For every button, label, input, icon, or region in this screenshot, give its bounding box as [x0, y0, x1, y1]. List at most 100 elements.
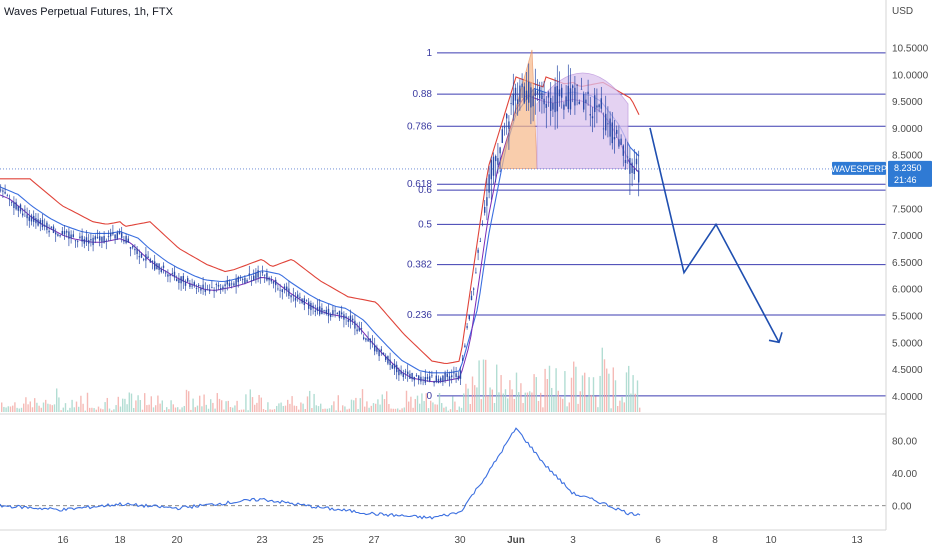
volume-bar	[559, 397, 562, 412]
candle-body	[35, 218, 37, 224]
volume-bar	[390, 408, 392, 412]
candle-body	[488, 174, 490, 193]
candle-body	[184, 281, 187, 286]
candle-body	[431, 375, 433, 377]
volume-bar	[302, 403, 304, 412]
candle-body	[165, 272, 167, 274]
candle-body	[574, 87, 576, 106]
fib-level-label: 0.786	[407, 121, 432, 132]
candle-body	[294, 297, 297, 301]
volume-bar	[185, 389, 188, 412]
candle-body	[437, 378, 440, 384]
currency-label: USD	[892, 6, 913, 17]
volume-bar	[108, 408, 111, 412]
volume-bar	[265, 410, 267, 412]
volume-bar	[551, 387, 553, 412]
candle-body	[202, 284, 204, 289]
volume-bar	[348, 408, 350, 412]
volume-bar	[566, 406, 568, 412]
volume-bar	[27, 404, 29, 412]
volume-bar	[614, 380, 617, 412]
volume-bar	[174, 407, 177, 412]
volume-bar	[115, 405, 117, 412]
candle-body	[325, 309, 327, 314]
volume-bar	[249, 389, 251, 412]
candle-body	[281, 289, 283, 293]
volume-bar	[625, 372, 628, 412]
volume-bar	[504, 389, 507, 412]
x-tick-label: Jun	[507, 535, 525, 546]
fib-level-label: 0	[426, 391, 432, 402]
volume-bar	[311, 408, 313, 412]
volume-bar	[359, 398, 361, 412]
volume-bar	[16, 407, 18, 412]
indicator-line	[0, 427, 641, 520]
candle-body	[336, 312, 338, 314]
volume-bar	[636, 380, 639, 412]
volume-bar	[168, 409, 170, 412]
candle-body	[607, 123, 609, 125]
volume-bar	[632, 375, 634, 412]
candle-body	[55, 232, 57, 235]
volume-bar	[181, 407, 183, 412]
volume-bar	[322, 408, 324, 412]
candle-body	[481, 223, 484, 225]
volume-bar	[478, 360, 480, 412]
candle-body	[176, 278, 178, 282]
volume-bar	[540, 392, 542, 412]
candle-body	[24, 209, 26, 211]
candle-body	[627, 156, 629, 158]
x-tick-label: 13	[851, 535, 863, 546]
volume-bar	[535, 377, 537, 412]
volume-bar	[93, 408, 95, 412]
volume-bar	[421, 393, 423, 412]
candle-body	[283, 286, 286, 290]
candle-body	[622, 145, 624, 156]
candle-body	[486, 197, 488, 206]
volume-bar	[34, 398, 36, 412]
volume-bar	[529, 391, 531, 412]
candle-body	[297, 294, 299, 298]
volume-bar	[568, 402, 570, 412]
volume-bar	[119, 406, 122, 412]
volume-bar	[619, 400, 621, 412]
candle-body	[352, 318, 354, 321]
volume-bar	[113, 409, 115, 412]
volume-bar	[436, 404, 438, 412]
candle-body	[552, 103, 554, 110]
volume-bar	[9, 406, 12, 412]
x-tick-label: 27	[368, 535, 380, 546]
indicator-y-tick-label: 0.00	[892, 502, 912, 513]
candle-body	[303, 298, 305, 306]
volume-bar	[258, 394, 260, 412]
candle-body	[17, 206, 19, 211]
volume-bar	[476, 387, 478, 412]
candle-body	[321, 307, 323, 315]
price-tag-value: 8.2350	[894, 163, 922, 173]
volume-bar	[548, 365, 551, 412]
candle-body	[301, 298, 303, 303]
volume-bar	[372, 403, 375, 412]
candle-body	[466, 326, 468, 328]
volume-bar	[586, 396, 588, 412]
candle-body	[455, 373, 457, 378]
y-tick-label: 4.5000	[892, 365, 923, 376]
candle-body	[585, 99, 587, 104]
volume-bar	[190, 409, 192, 412]
candle-body	[286, 286, 288, 291]
volume-bar	[394, 408, 397, 412]
volume-bar	[333, 401, 335, 412]
candle-body	[33, 215, 35, 222]
volume-bar	[71, 399, 73, 412]
candle-body	[508, 121, 510, 129]
candle-body	[189, 283, 191, 287]
indicator-pane[interactable]	[0, 427, 886, 520]
volume-bar	[467, 388, 469, 412]
volume-bar	[562, 398, 564, 412]
volume-bar	[194, 407, 196, 412]
volume-bar	[507, 398, 509, 412]
candle-body	[611, 122, 613, 144]
volume-bar	[522, 403, 524, 412]
